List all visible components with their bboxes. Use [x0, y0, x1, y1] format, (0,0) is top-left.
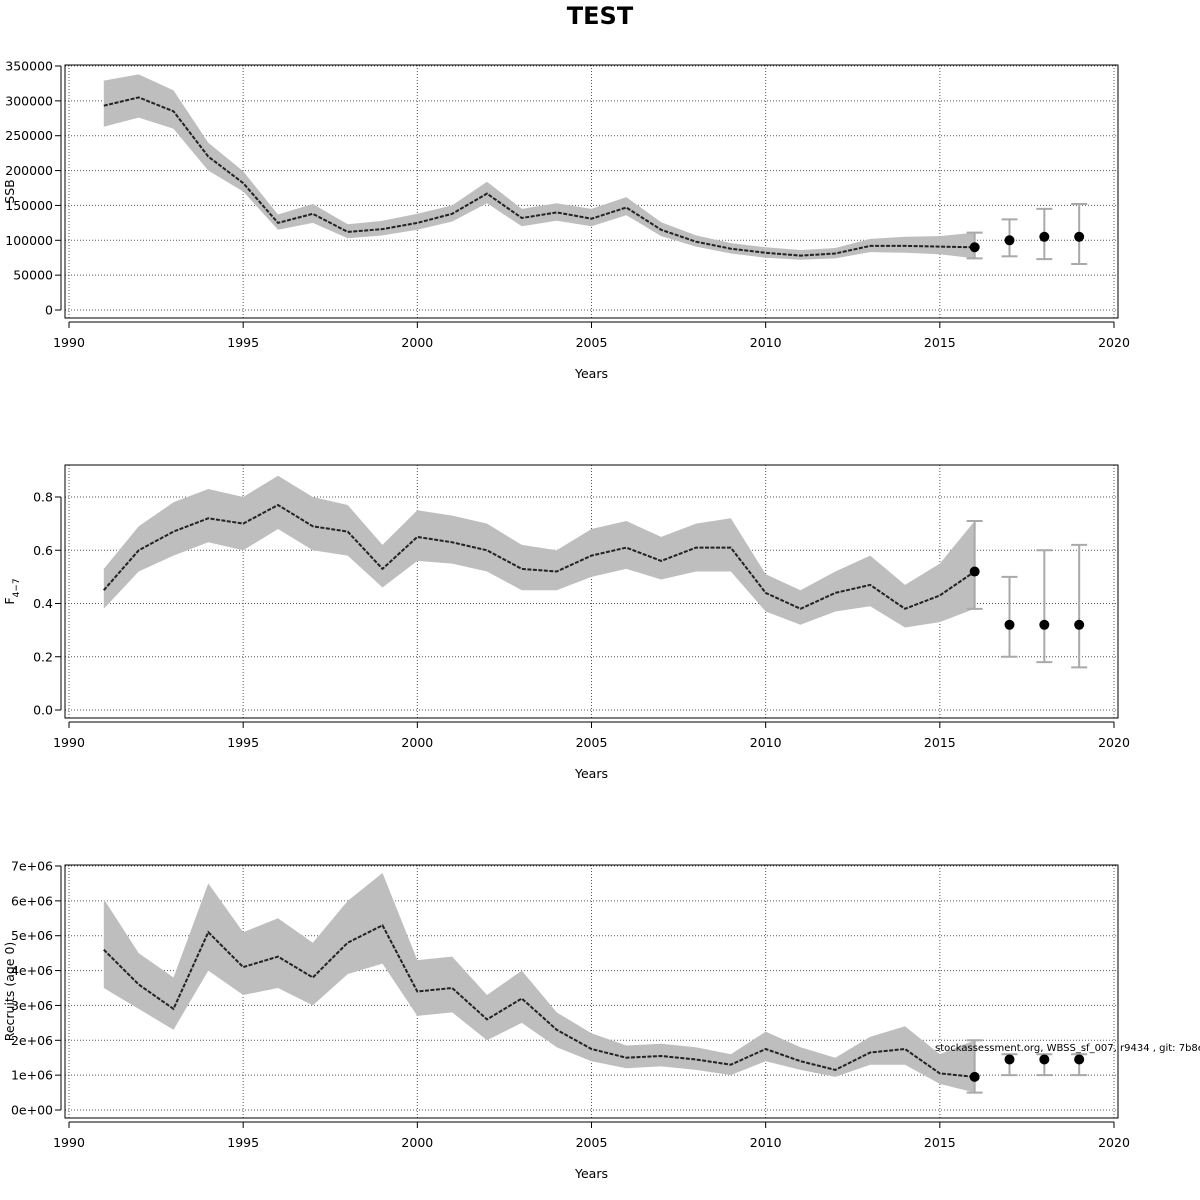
- x-tick-label: 2020: [1098, 735, 1130, 750]
- y-axis-label-subscript: 4−7: [12, 578, 22, 597]
- x-tick-label: 2020: [1098, 1135, 1130, 1150]
- y-tick-label: 50000: [13, 268, 53, 283]
- forecast-point: [1039, 1054, 1050, 1065]
- y-tick-label: 0.8: [33, 490, 53, 505]
- y-tick-label: 2e+06: [11, 1033, 53, 1048]
- plot-frame: [64, 464, 1119, 719]
- y-tick-label: 0.0: [33, 703, 53, 718]
- x-tick-label: 2000: [401, 1135, 433, 1150]
- panel-3: 1990 1995 2000 2005 2010 2015 2020 Years 0e+00 1e…: [2, 859, 1130, 1182]
- x-tick-label: 1990: [53, 335, 85, 350]
- y-tick-label: 350000: [5, 59, 53, 74]
- y-tick-label: 0.6: [33, 543, 53, 558]
- x-tick-label: 2000: [401, 335, 433, 350]
- x-tick-label: 2010: [750, 735, 782, 750]
- estimate-line: [103, 923, 975, 1078]
- panel-1: 1990 1995 2000 2005 2010 2015 2020 Years 0 50000 1…: [2, 59, 1130, 382]
- x-tick-label: 2015: [924, 335, 956, 350]
- forecast-point: [969, 1071, 980, 1082]
- forecast-point: [1039, 231, 1050, 242]
- y-axis-label: SSB: [2, 179, 17, 203]
- x-tick-label: 2010: [750, 335, 782, 350]
- y-tick-label: 7e+06: [11, 859, 53, 874]
- x-tick-label: 2010: [750, 1135, 782, 1150]
- x-tick-label: 2015: [924, 735, 956, 750]
- estimate-line: [103, 96, 975, 257]
- forecast-point: [1074, 619, 1085, 630]
- confidence-band: [103, 873, 975, 1093]
- y-tick-label: 250000: [5, 128, 53, 143]
- x-tick-label: 1995: [227, 1135, 259, 1150]
- y-tick-label: 300000: [5, 93, 53, 108]
- confidence-band: [103, 74, 975, 260]
- confidence-band: [103, 475, 975, 628]
- y-tick-label: 200000: [5, 163, 53, 178]
- x-tick-label: 2000: [401, 735, 433, 750]
- y-tick-label: 3e+06: [11, 998, 53, 1013]
- forecast-point: [1039, 619, 1050, 630]
- x-axis-label: Years: [574, 766, 608, 781]
- forecast-point: [1004, 1054, 1015, 1065]
- y-tick-label: 4e+06: [11, 963, 53, 978]
- forecast-point: [1074, 1054, 1085, 1065]
- y-tick-label: 6e+06: [11, 893, 53, 908]
- x-tick-label: 1995: [227, 335, 259, 350]
- panel-2: 1990 1995 2000 2005 2010 2015 2020 Years 0.0 0.2 0…: [2, 464, 1130, 781]
- y-tick-label: 150000: [5, 198, 53, 213]
- y-tick-label: 5e+06: [11, 928, 53, 943]
- panels: 1990 1995 2000 2005 2010 2015 2020 Years 0 50000 1…: [2, 59, 1130, 1182]
- plot-frame: [64, 64, 1119, 319]
- x-tick-label: 2005: [576, 335, 608, 350]
- x-axis-label: Years: [574, 1166, 608, 1181]
- estimate-line: [103, 503, 976, 610]
- x-tick-label: 1990: [53, 735, 85, 750]
- x-tick-label: 2005: [576, 735, 608, 750]
- forecast-point: [1074, 231, 1085, 242]
- forecast-point: [969, 566, 980, 577]
- y-tick-label: 0e+00: [11, 1103, 53, 1118]
- y-tick-label: 0.4: [33, 596, 53, 611]
- x-axis-label: Years: [574, 366, 608, 381]
- y-tick-label: 1e+06: [11, 1068, 53, 1083]
- forecast-point: [969, 242, 980, 253]
- y-axis-label: Recruits (age 0): [2, 942, 17, 1042]
- forecast-point: [1004, 235, 1015, 246]
- forecast-point: [1004, 619, 1015, 630]
- y-tick-label: 0: [45, 303, 53, 318]
- x-tick-label: 2015: [924, 1135, 956, 1150]
- x-tick-label: 1995: [227, 735, 259, 750]
- y-tick-label: 100000: [5, 233, 53, 248]
- x-tick-label: 2005: [576, 1135, 608, 1150]
- figure-title: TEST: [567, 2, 634, 30]
- x-tick-label: 2020: [1098, 335, 1130, 350]
- y-tick-label: 0.2: [33, 649, 53, 664]
- x-tick-label: 1990: [53, 1135, 85, 1150]
- plot-frame: [64, 864, 1119, 1119]
- version-stamp: stockassessment.org, WBSS_sf_007, r9434 …: [935, 1043, 1200, 1054]
